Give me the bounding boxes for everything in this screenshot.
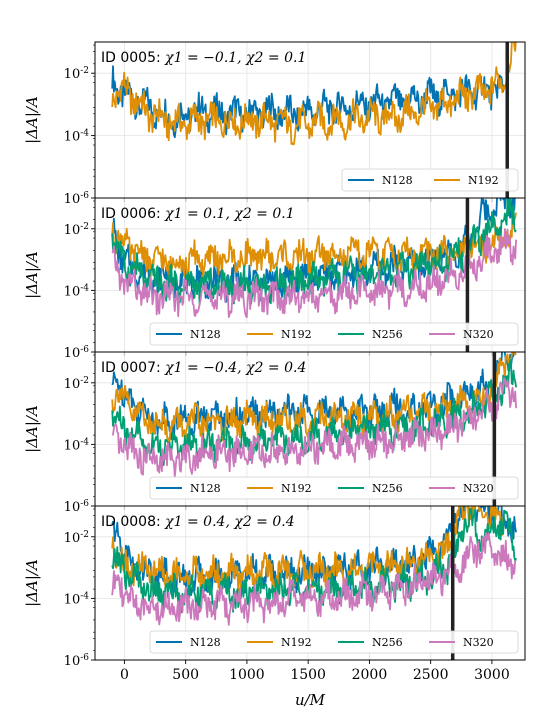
panels-layer: 10-6 10-4 10-2 ID 0005: χ1 = −0.1, χ2 = 0.1… (64, 41, 526, 683)
panel-title: ID 0007: χ1 = −0.4, χ2 = 0.4 (101, 360, 306, 376)
panel-frame (94, 505, 526, 661)
y-tick-label: 10-6 (64, 345, 90, 361)
y-tick-label: 10-4 (64, 129, 90, 145)
y-tick-label: 10-6 (64, 653, 90, 669)
series-line-N192 (111, 42, 517, 146)
legend-label-N256: N256 (372, 636, 403, 649)
series-line-N128 (111, 65, 505, 139)
legend-label-N192: N192 (281, 328, 312, 341)
legend-box (149, 476, 519, 500)
series-line-N320 (111, 532, 517, 626)
y-tick-label: 10-4 (64, 437, 90, 453)
legend: N128 N192 N256 N320 (149, 322, 519, 346)
panel-2: 10-6 10-4 10-2 ID 0007: χ1 = −0.4, χ2 = 0.4… (64, 351, 526, 515)
legend: N128 N192 (341, 168, 519, 192)
series-line-N256 (111, 507, 517, 614)
y-axis-label-0008: |ΔA|/A (23, 559, 41, 607)
legend-label-N128: N128 (190, 482, 221, 495)
legend-label-N128: N128 (190, 328, 221, 341)
x-tick-label: 1500 (290, 667, 326, 683)
x-axis-label: u/M (295, 691, 326, 709)
y-tick-label: 10-6 (64, 499, 90, 515)
legend-label-N320: N320 (463, 328, 494, 341)
x-tick-label: 3000 (474, 667, 510, 683)
plot-area-3 (111, 506, 517, 660)
panel-title: ID 0008: χ1 = 0.4, χ2 = 0.4 (101, 514, 295, 530)
x-tick-label: 0 (120, 667, 129, 683)
y-tick-label: 10-2 (64, 530, 89, 546)
legend-label-N256: N256 (372, 482, 403, 495)
panel-title: ID 0005: χ1 = −0.1, χ2 = 0.1 (101, 50, 306, 66)
x-tick-label: 1000 (229, 667, 265, 683)
legend-label-N320: N320 (463, 482, 494, 495)
y-tick-label: 10-6 (64, 191, 90, 207)
labels-layer: u/M |ΔA|/A |ΔA|/A |ΔA|/A |ΔA|/A (23, 96, 326, 709)
legend-box (341, 168, 519, 192)
y-tick-label: 10-2 (64, 222, 89, 238)
y-tick-label: 10-4 (64, 591, 90, 607)
x-tick-label: 2000 (352, 667, 388, 683)
panel-title: ID 0006: χ1 = 0.1, χ2 = 0.1 (101, 206, 295, 222)
legend-label-N192: N192 (281, 482, 312, 495)
legend: N128 N192 N256 N320 (149, 476, 519, 500)
panel-1: 10-6 10-4 10-2 ID 0006: χ1 = 0.1, χ2 = 0.1 N… (64, 197, 526, 361)
panel-3: 0 500 1000 1500 2000 2500 3000 10-6 10-4 10-2 ID 0… (64, 505, 526, 683)
legend-label-N320: N320 (463, 636, 494, 649)
legend-label-N192: N192 (468, 174, 499, 187)
series-line-N192 (111, 352, 517, 445)
series-line-N320 (111, 228, 517, 319)
y-tick-label: 10-4 (64, 283, 90, 299)
legend-box (149, 630, 519, 654)
y-tick-label: 10-2 (64, 376, 89, 392)
x-tick-label: 2500 (413, 667, 449, 683)
legend-label-N128: N128 (190, 636, 221, 649)
y-axis-label-0006: |ΔA|/A (23, 251, 41, 299)
legend-label-N128: N128 (382, 174, 413, 187)
y-tick-label: 10-2 (64, 66, 89, 82)
panel-0: 10-6 10-4 10-2 ID 0005: χ1 = −0.1, χ2 = 0.1… (64, 41, 526, 207)
legend-label-N256: N256 (372, 328, 403, 341)
legend-box (149, 322, 519, 346)
legend: N128 N192 N256 N320 (149, 630, 519, 654)
series-line-N128 (111, 198, 516, 303)
series-line-N320 (111, 377, 517, 478)
y-axis-label-0007: |ΔA|/A (23, 405, 41, 453)
y-axis-label-0005: |ΔA|/A (23, 96, 41, 144)
legend-label-N192: N192 (281, 636, 312, 649)
x-tick-label: 500 (172, 667, 199, 683)
